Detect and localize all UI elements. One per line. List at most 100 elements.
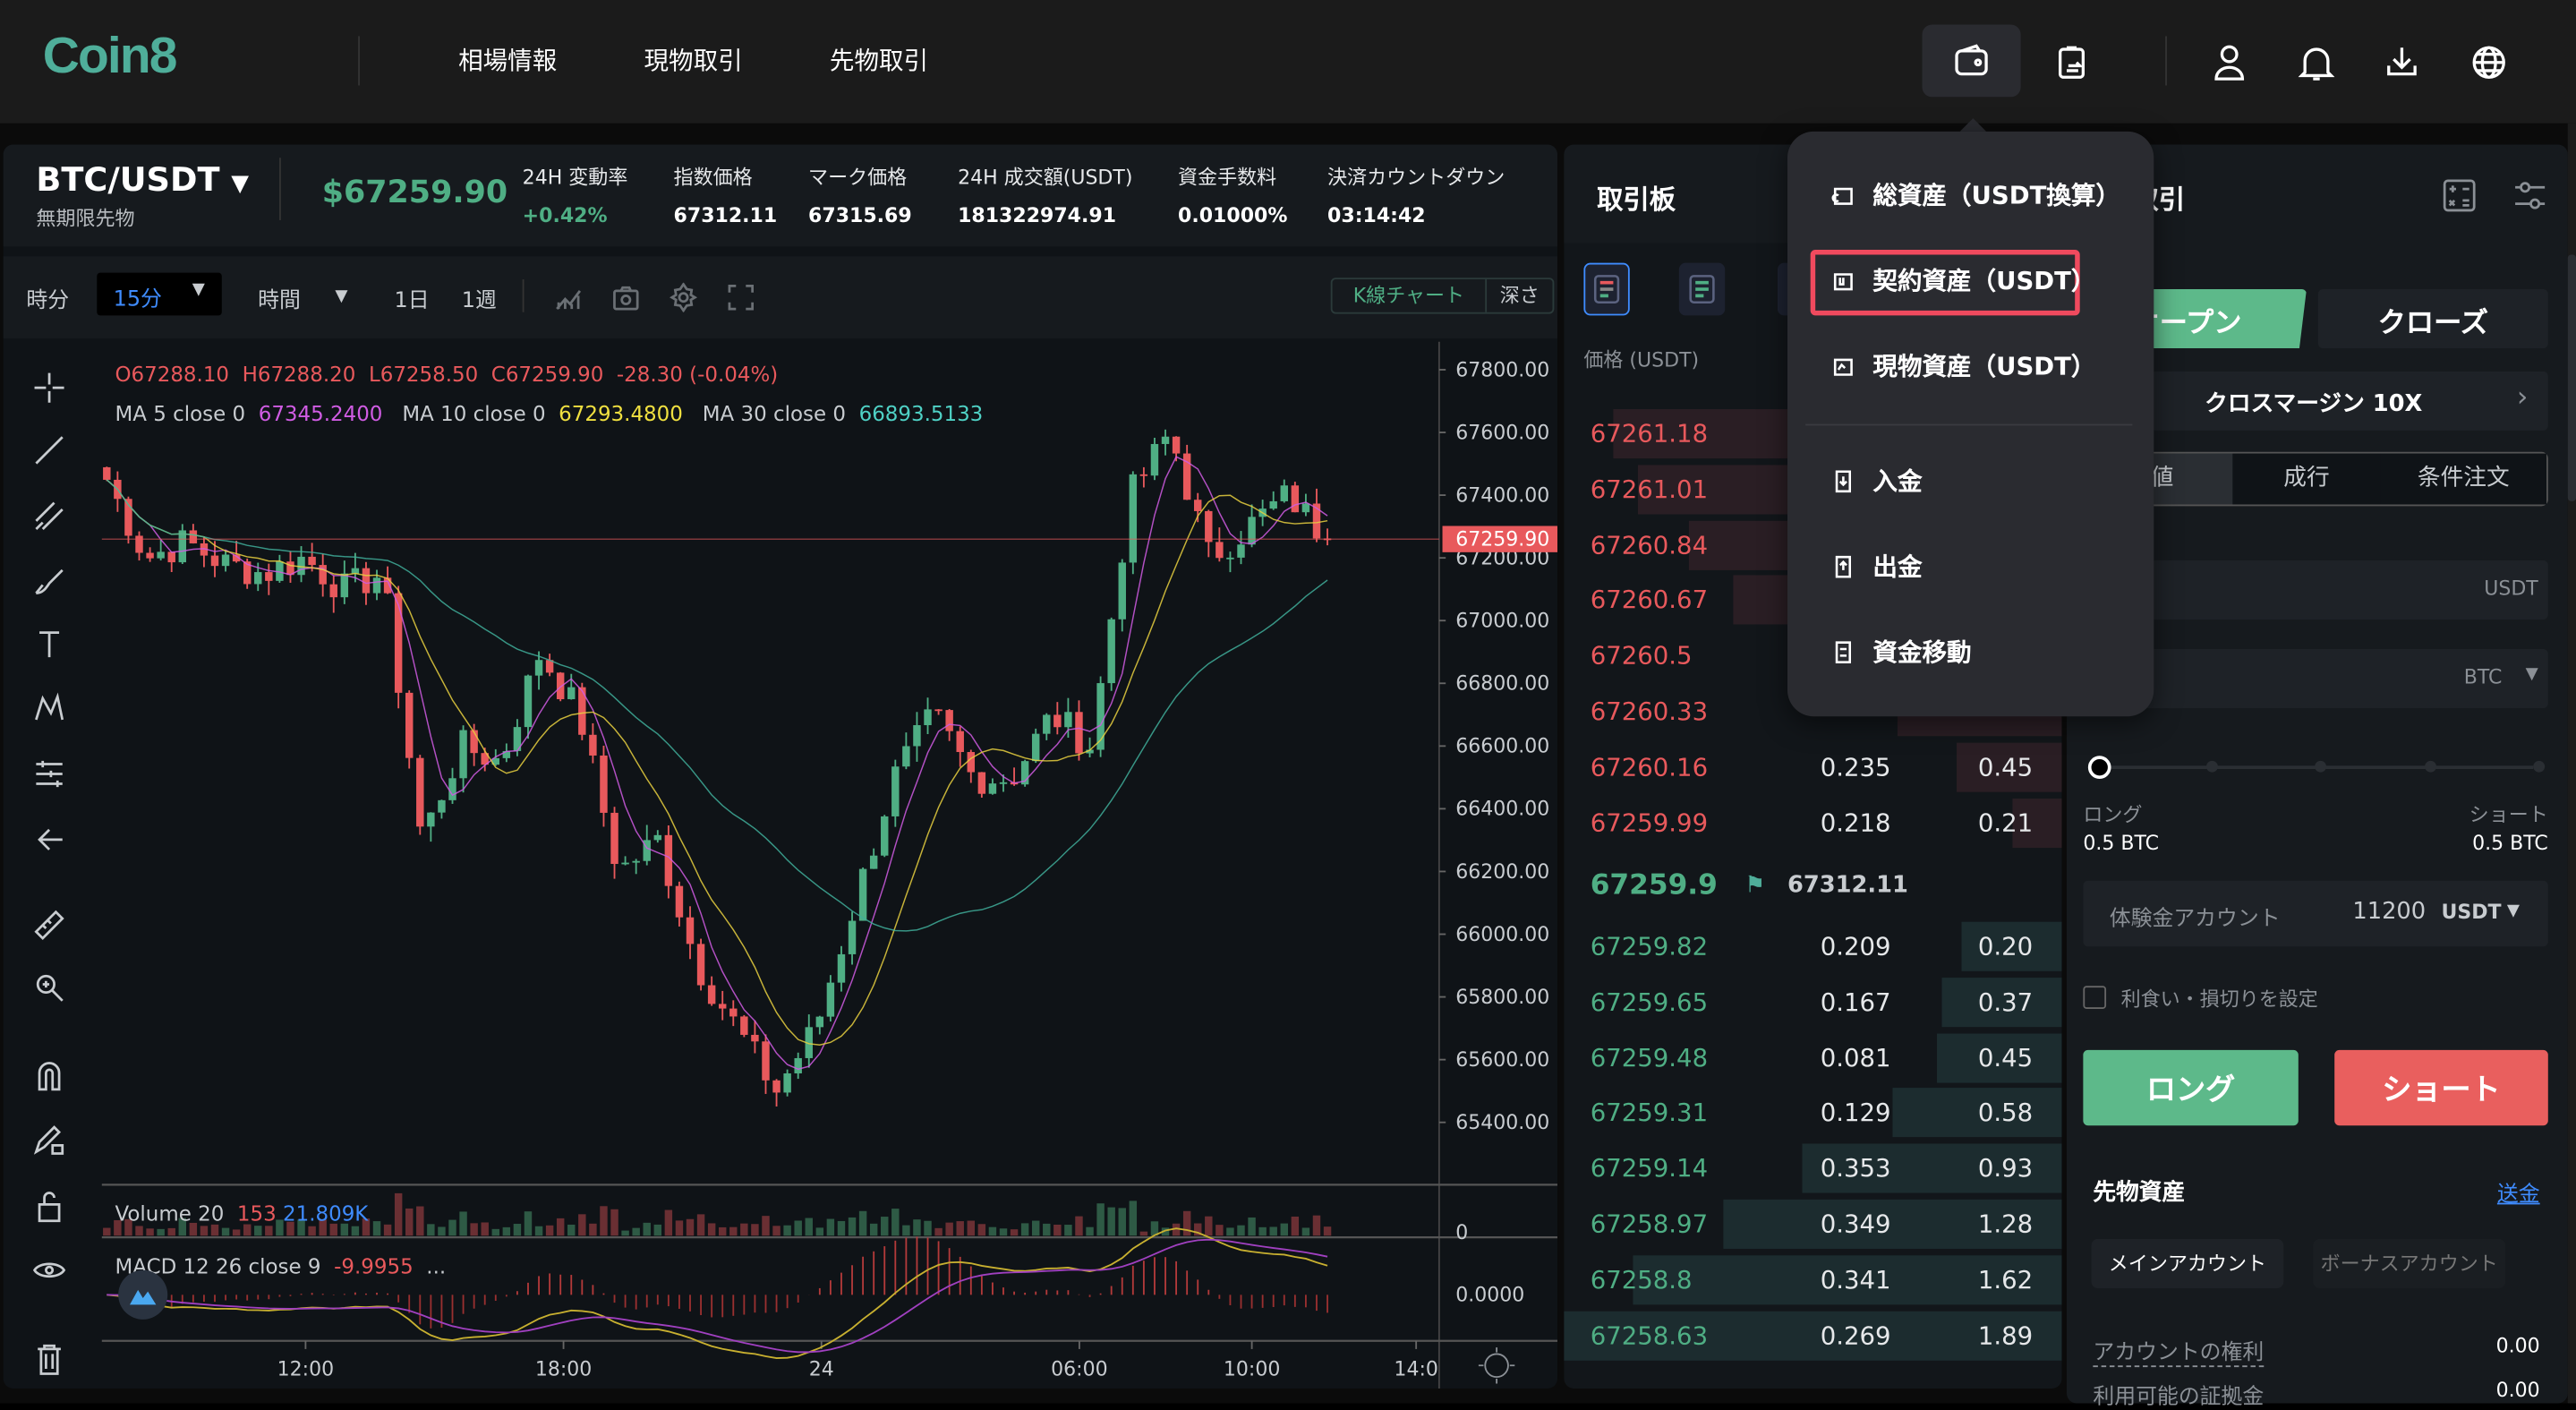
- fib-icon[interactable]: [26, 751, 72, 797]
- parallel-lines-icon[interactable]: [26, 493, 72, 539]
- price-unit: USDT: [2484, 577, 2538, 600]
- wallet-menu-item[interactable]: 入金: [1830, 464, 1923, 499]
- volume-bar: [826, 1218, 835, 1236]
- candle: [1118, 562, 1126, 620]
- eye-icon[interactable]: [26, 1247, 72, 1293]
- bid-row[interactable]: 67259.65 0.167 0.37: [1564, 976, 2062, 1029]
- nav-market[interactable]: 相場情報: [458, 46, 558, 76]
- kline-tab[interactable]: K線チャート: [1333, 279, 1488, 312]
- bid-row[interactable]: 67259.48 0.081 0.45: [1564, 1031, 2062, 1084]
- volume-bar: [600, 1206, 608, 1236]
- settings-icon[interactable]: [669, 282, 698, 312]
- crosshair-icon[interactable]: [26, 364, 72, 410]
- bid-row[interactable]: 67259.82 0.209 0.20: [1564, 920, 2062, 973]
- day-button[interactable]: 1日: [394, 289, 430, 314]
- view-bids-button[interactable]: [1678, 262, 1726, 316]
- wallet-menu-item[interactable]: 契約資産（USDT）: [1830, 263, 2095, 298]
- nav-futures[interactable]: 先物取引: [829, 46, 929, 76]
- wallet-menu-item[interactable]: 現物資産（USDT）: [1830, 348, 2095, 383]
- transfer-icon: [1835, 640, 1852, 663]
- long-button[interactable]: ロング: [2083, 1049, 2299, 1126]
- calculator-icon[interactable]: [2441, 177, 2477, 213]
- trend-line-icon[interactable]: [26, 427, 72, 473]
- ma5-line: [106, 456, 1328, 1071]
- bid-row[interactable]: 67258.97 0.349 1.28: [1564, 1198, 2062, 1251]
- chart-settings-icon[interactable]: [1478, 1347, 1515, 1384]
- caret-down-icon[interactable]: ▼: [2525, 665, 2538, 684]
- interval-select[interactable]: 15分 ▼: [97, 272, 222, 316]
- slider-step[interactable]: [2206, 760, 2218, 773]
- slider-step[interactable]: [2425, 760, 2436, 773]
- view-both-button[interactable]: [1583, 262, 1630, 316]
- account-select[interactable]: 体験金アカウント 11200 USDT ▼: [2083, 880, 2548, 947]
- wallet-menu-item[interactable]: 総資産（USDT換算）: [1830, 177, 2120, 212]
- wallet-menu-item[interactable]: 出金: [1830, 549, 1923, 584]
- globe-icon[interactable]: [2456, 30, 2521, 95]
- slider-step[interactable]: [2533, 760, 2546, 773]
- volume-bar: [276, 1219, 284, 1236]
- ask-row[interactable]: 67260.16 0.235 0.45: [1564, 740, 2062, 793]
- candlestick-chart[interactable]: 67800.0067600.0067400.0067200.0067000.00…: [4, 145, 1558, 1389]
- amount-slider-handle[interactable]: [2087, 756, 2111, 780]
- conditional-tab[interactable]: 条件注文: [2380, 453, 2546, 505]
- pair-selector[interactable]: BTC/USDT ▼: [36, 159, 249, 199]
- volume-bar: [1237, 1225, 1245, 1236]
- bid-row[interactable]: 67258.8 0.341 1.62: [1564, 1253, 2062, 1306]
- candle: [848, 920, 857, 954]
- fullscreen-icon[interactable]: [726, 283, 755, 312]
- logo[interactable]: Coin8: [42, 26, 178, 84]
- pattern-icon[interactable]: [26, 685, 72, 731]
- page-scrollbar[interactable]: [2567, 123, 2576, 1404]
- camera-icon[interactable]: [611, 283, 641, 312]
- week-button[interactable]: 1週: [461, 289, 497, 314]
- hour-select[interactable]: 時間: [258, 289, 301, 314]
- pencil-lock-icon[interactable]: [26, 1115, 72, 1161]
- volume-bar: [783, 1225, 791, 1236]
- tpsl-checkbox[interactable]: [2083, 986, 2107, 1009]
- main-account-tab[interactable]: メインアカウント: [2091, 1238, 2284, 1289]
- back-arrow-icon[interactable]: [26, 816, 72, 862]
- text-icon[interactable]: [26, 621, 72, 667]
- trash-icon[interactable]: [26, 1336, 72, 1381]
- volume-bar: [1323, 1226, 1332, 1236]
- order-total: 1.89: [1977, 1320, 2034, 1351]
- market-tab[interactable]: 成行: [2232, 453, 2381, 505]
- magnet-icon[interactable]: [26, 1054, 72, 1099]
- short-button[interactable]: ショート: [2334, 1049, 2548, 1126]
- bonus-account-tab[interactable]: ボーナスアカウント: [2313, 1238, 2506, 1289]
- volume-bar: [254, 1226, 262, 1236]
- volume-bar: [762, 1216, 770, 1236]
- slider-step[interactable]: [2315, 760, 2327, 773]
- wallet-icon[interactable]: [1922, 24, 2021, 98]
- close-tab[interactable]: クローズ: [2317, 289, 2548, 349]
- nav-spot[interactable]: 現物取引: [644, 46, 743, 76]
- order-icon[interactable]: [2039, 30, 2104, 95]
- preferences-icon[interactable]: [2512, 177, 2547, 213]
- download-icon[interactable]: [2369, 30, 2435, 95]
- bell-icon[interactable]: [2283, 30, 2349, 95]
- volume-bar: [1043, 1223, 1051, 1236]
- bid-row[interactable]: 67258.63 0.269 1.89: [1564, 1309, 2062, 1362]
- time-share-button[interactable]: 時分: [26, 289, 70, 314]
- candle: [696, 944, 705, 986]
- macd-more[interactable]: ...: [426, 1253, 447, 1278]
- candle: [913, 725, 921, 747]
- brush-icon[interactable]: [26, 557, 72, 602]
- divider: [279, 158, 281, 220]
- volume-bar: [977, 1224, 986, 1236]
- indicator-icon[interactable]: [554, 283, 584, 312]
- zoom-in-icon[interactable]: [26, 964, 72, 1010]
- depth-bar: [1892, 1088, 2062, 1138]
- user-icon[interactable]: [2196, 30, 2262, 95]
- unlock-icon[interactable]: [26, 1184, 72, 1229]
- indicator-axis-tick: 0.0000: [1455, 1285, 1524, 1307]
- transfer-link[interactable]: 送金: [2496, 1183, 2540, 1209]
- ask-row[interactable]: 67259.99 0.218 0.21: [1564, 796, 2062, 849]
- candle: [751, 1034, 759, 1042]
- bid-row[interactable]: 67259.14 0.353 0.93: [1564, 1142, 2062, 1195]
- bid-row[interactable]: 67259.31 0.129 0.58: [1564, 1087, 2062, 1140]
- candle: [534, 660, 543, 676]
- depth-tab[interactable]: 深さ: [1499, 284, 1540, 308]
- wallet-menu-item[interactable]: 資金移動: [1830, 634, 1972, 669]
- ruler-icon[interactable]: [26, 902, 72, 948]
